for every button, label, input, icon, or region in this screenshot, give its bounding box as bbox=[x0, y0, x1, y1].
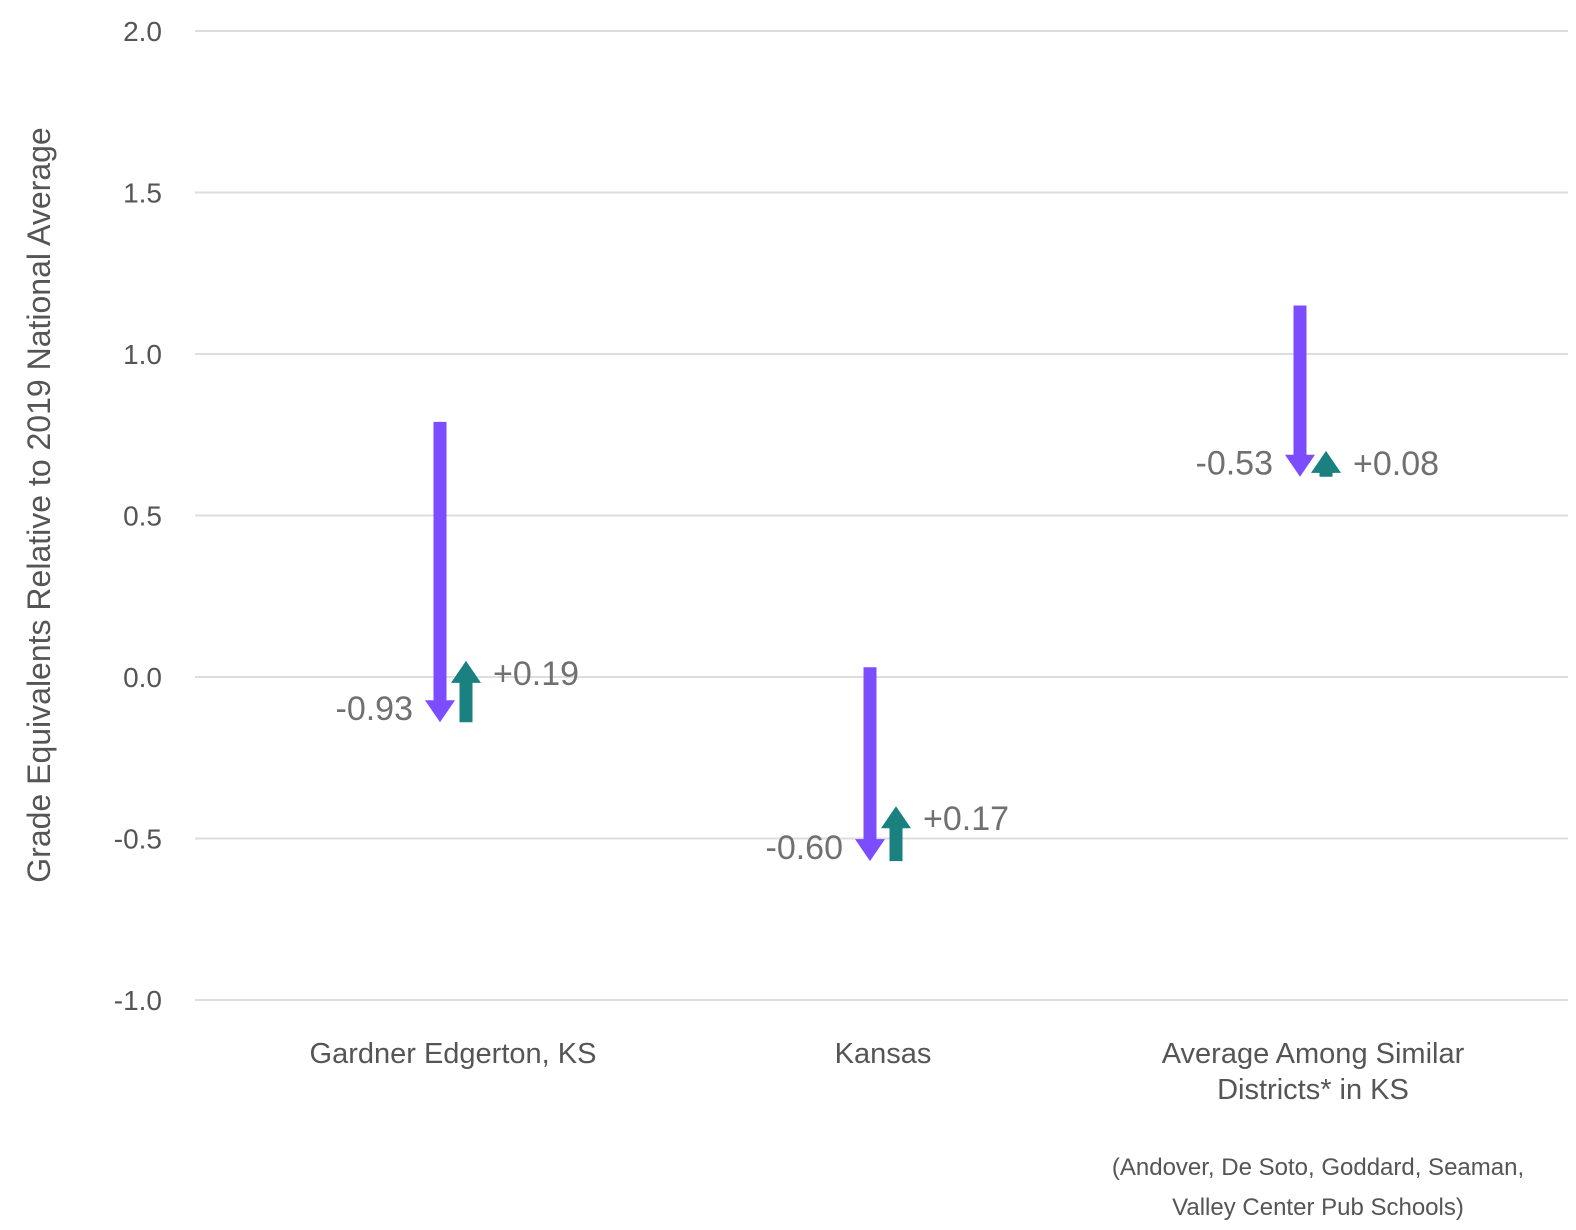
decline-value-label: -0.93 bbox=[336, 690, 414, 728]
footnote-line: (Andover, De Soto, Goddard, Seaman, bbox=[1112, 1154, 1524, 1181]
y-tick-label: 1.5 bbox=[123, 178, 162, 209]
recovery-arrow bbox=[881, 806, 911, 862]
recovery-value-label: +0.17 bbox=[923, 800, 1009, 838]
recovery-value-label: +0.08 bbox=[1353, 445, 1439, 483]
y-axis-label: Grade Equivalents Relative to 2019 Natio… bbox=[21, 127, 57, 882]
decline-arrow bbox=[425, 421, 455, 723]
y-tick-label: 0.5 bbox=[123, 501, 162, 532]
recovery-arrow bbox=[451, 660, 481, 723]
decline-arrow bbox=[1285, 305, 1315, 477]
recovery-arrow bbox=[1311, 450, 1341, 477]
category-label: Average Among Similar bbox=[1162, 1038, 1465, 1070]
decline-value-label: -0.53 bbox=[1196, 445, 1274, 483]
decline-arrow bbox=[855, 667, 885, 862]
decline-value-label: -0.60 bbox=[766, 829, 844, 867]
category-label: Districts* in KS bbox=[1217, 1074, 1409, 1106]
recovery-value-label: +0.19 bbox=[493, 655, 579, 693]
y-tick-label: 2.0 bbox=[123, 16, 162, 47]
y-tick-label: 1.0 bbox=[123, 339, 162, 370]
arrow-marks: -0.93 +0.19 -0.60 +0.17 -0.53 +0.08 bbox=[336, 305, 1439, 867]
y-tick-label: 0.0 bbox=[123, 662, 162, 693]
footnote: (Andover, De Soto, Goddard, Seaman, Valle… bbox=[1112, 1154, 1524, 1221]
footnote-line: Valley Center Pub Schools) bbox=[1172, 1194, 1464, 1221]
y-tick-label: -0.5 bbox=[114, 824, 162, 855]
category-label: Kansas bbox=[835, 1038, 932, 1070]
gridlines bbox=[195, 30, 1568, 1001]
category-label: Gardner Edgerton, KS bbox=[310, 1038, 597, 1070]
x-axis-categories: Gardner Edgerton, KS Kansas Average Among … bbox=[310, 1038, 1465, 1106]
y-axis: 2.0 1.5 1.0 0.5 0.0 -0.5 -1.0 bbox=[114, 16, 162, 1016]
y-tick-label: -1.0 bbox=[114, 985, 162, 1016]
